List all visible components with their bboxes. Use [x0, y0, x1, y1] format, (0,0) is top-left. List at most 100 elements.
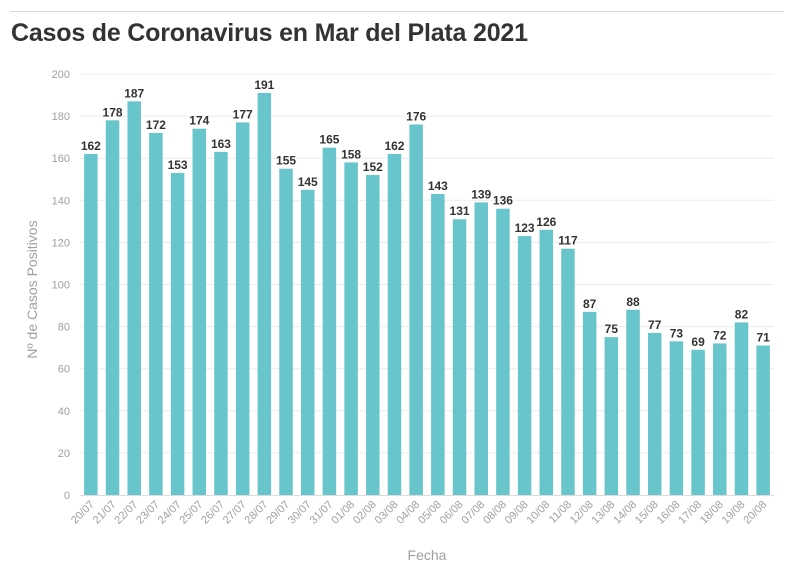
- bar: [409, 124, 423, 496]
- bar: [431, 193, 445, 496]
- x-tick-label: 22/07: [112, 499, 140, 527]
- bars: [84, 92, 770, 496]
- data-label: 69: [691, 335, 705, 349]
- x-tick-label: 26/07: [199, 499, 227, 527]
- x-tick-label: 06/08: [438, 499, 466, 527]
- bar: [300, 189, 315, 495]
- y-tick-label: 120: [52, 237, 70, 249]
- x-tick-label: 27/07: [221, 499, 249, 527]
- bar: [105, 120, 120, 495]
- bar: [582, 311, 597, 495]
- data-label: 75: [605, 322, 619, 336]
- data-label: 71: [756, 331, 770, 345]
- y-tick-label: 40: [58, 406, 70, 418]
- bar: [366, 175, 380, 496]
- bar: [604, 337, 619, 495]
- x-tick-label: 12/08: [568, 499, 596, 527]
- x-axis-ticks: 20/0721/0722/0723/0724/0725/0726/0727/07…: [69, 499, 769, 527]
- data-label: 158: [341, 147, 361, 161]
- x-tick-label: 04/08: [394, 499, 422, 527]
- bar: [149, 132, 163, 495]
- data-label: 178: [103, 105, 123, 119]
- bar: [626, 309, 640, 495]
- data-label: 123: [515, 221, 535, 235]
- data-label: 143: [428, 179, 448, 193]
- x-tick-label: 23/07: [134, 499, 162, 527]
- x-axis-title: Fecha: [408, 547, 447, 563]
- x-tick-label: 16/08: [655, 499, 683, 527]
- data-label: 77: [648, 318, 662, 332]
- bar: [257, 92, 272, 495]
- y-tick-label: 60: [58, 364, 70, 376]
- x-tick-label: 02/08: [351, 499, 379, 527]
- data-label: 162: [81, 139, 101, 153]
- x-tick-label: 10/08: [524, 499, 552, 527]
- y-axis-ticks: 0 20 40 60 80 100 120 140 160 180 200: [52, 69, 70, 502]
- bar: [192, 128, 207, 496]
- top-divider: [10, 11, 784, 12]
- y-tick-label: 0: [64, 490, 70, 502]
- bar: [713, 343, 727, 495]
- data-label: 145: [298, 175, 318, 189]
- x-tick-label: 07/08: [459, 499, 487, 527]
- x-tick-label: 25/07: [177, 499, 205, 527]
- value-labels: 1621781871721531741631771911551451651581…: [81, 78, 770, 349]
- x-tick-label: 20/08: [741, 499, 769, 527]
- data-label: 176: [406, 110, 426, 124]
- bar: [756, 345, 770, 495]
- x-tick-label: 15/08: [633, 499, 661, 527]
- y-tick-label: 180: [52, 111, 70, 123]
- x-tick-label: 24/07: [156, 499, 184, 527]
- bar: [322, 147, 337, 496]
- y-axis-title: Nº de Casos Positivos: [24, 220, 40, 358]
- data-label: 82: [735, 307, 749, 321]
- y-tick-label: 80: [58, 322, 70, 334]
- y-tick-label: 20: [58, 448, 70, 460]
- bar: [279, 168, 293, 495]
- y-tick-label: 200: [52, 69, 70, 81]
- x-tick-label: 11/08: [547, 499, 574, 526]
- data-label: 177: [233, 107, 253, 121]
- data-label: 162: [384, 139, 404, 153]
- data-label: 87: [583, 297, 597, 311]
- bar: [387, 153, 402, 496]
- y-tick-label: 160: [52, 153, 70, 165]
- data-label: 152: [363, 160, 383, 174]
- data-label: 72: [713, 328, 727, 342]
- data-label: 165: [319, 133, 339, 147]
- x-tick-label: 20/07: [69, 499, 97, 527]
- y-tick-label: 100: [52, 280, 70, 292]
- data-label: 88: [626, 295, 640, 309]
- x-tick-label: 19/08: [720, 499, 748, 527]
- bar: [235, 122, 250, 495]
- bar: [452, 219, 467, 495]
- data-label: 117: [558, 234, 578, 248]
- data-label: 131: [450, 204, 470, 218]
- data-label: 153: [168, 158, 188, 172]
- x-tick-label: 28/07: [243, 499, 271, 527]
- bar: [691, 349, 705, 495]
- bar: [474, 202, 488, 495]
- bar: [734, 322, 749, 495]
- x-tick-label: 14/08: [611, 499, 639, 527]
- x-tick-label: 08/08: [481, 499, 509, 527]
- bar: [214, 151, 228, 495]
- x-tick-label: 31/07: [308, 499, 336, 527]
- data-label: 126: [536, 215, 556, 229]
- x-tick-label: 13/08: [590, 499, 618, 527]
- x-tick-label: 30/07: [286, 499, 314, 527]
- data-label: 155: [276, 154, 296, 168]
- bar: [517, 236, 532, 495]
- bar: [561, 248, 575, 495]
- x-tick-label: 09/08: [503, 499, 531, 527]
- x-tick-label: 03/08: [373, 499, 401, 527]
- data-label: 191: [254, 78, 274, 92]
- data-label: 163: [211, 137, 231, 151]
- bar: [127, 101, 141, 496]
- x-tick-label: 05/08: [416, 499, 444, 527]
- y-tick-label: 140: [52, 195, 70, 207]
- data-label: 73: [670, 326, 684, 340]
- bar: [539, 229, 554, 495]
- data-label: 174: [189, 114, 209, 128]
